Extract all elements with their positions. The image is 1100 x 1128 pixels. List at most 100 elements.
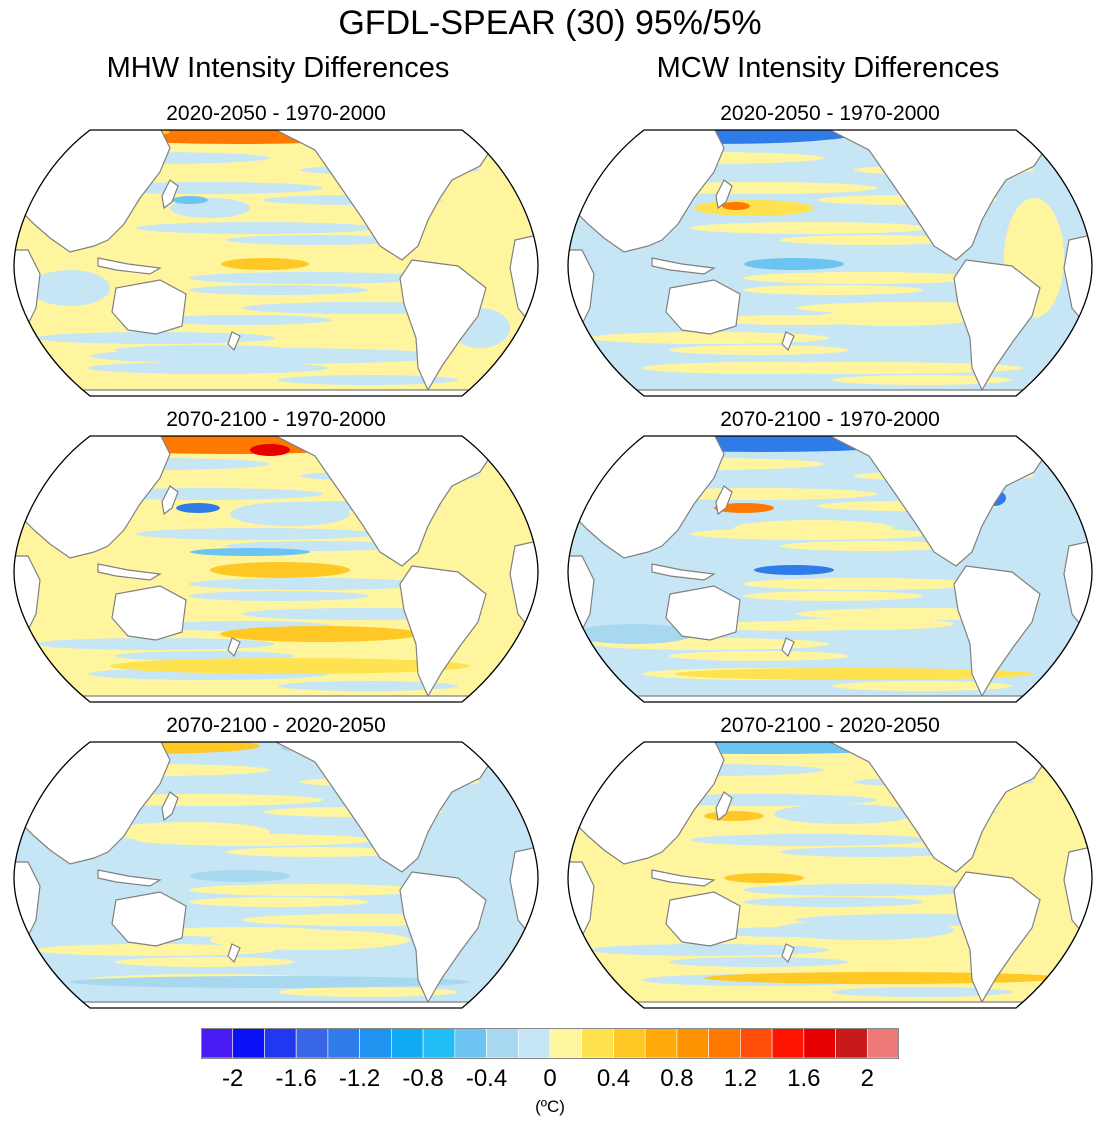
kuroshio-warm xyxy=(722,202,750,210)
australia-land xyxy=(111,891,187,947)
australia-land xyxy=(665,891,741,947)
world-map xyxy=(567,435,1093,703)
zonal-anomaly-band xyxy=(35,638,275,650)
zonal-anomaly-band xyxy=(780,235,960,245)
colorbar xyxy=(201,1028,899,1059)
colorbar-tick-label: -0.8 xyxy=(402,1065,444,1092)
antarctica-land xyxy=(14,1001,538,1008)
zonal-anomaly-band xyxy=(743,591,923,601)
world-map xyxy=(13,741,539,1009)
world-map xyxy=(13,435,539,703)
zonal-anomaly-band xyxy=(189,897,369,907)
tropical-pacific-warm xyxy=(724,873,804,883)
colorbar-swatch xyxy=(486,1028,519,1059)
colorbar-swatch xyxy=(295,1028,329,1059)
zonal-anomaly-band xyxy=(278,375,458,385)
indonesia-land xyxy=(651,257,716,275)
colorbar-swatch xyxy=(517,1028,551,1059)
southern-ocean-warm xyxy=(704,362,1024,374)
new-zealand-land xyxy=(227,943,241,964)
colorbar-swatch xyxy=(803,1028,836,1059)
map-panel-mhw-2070-2100-vs-2020-2050: 2070-2100 - 2020-2050 xyxy=(10,714,542,1009)
map-outline xyxy=(567,129,1093,397)
south-america-land xyxy=(399,565,487,698)
colorbar-swatch xyxy=(644,1028,678,1059)
antarctica-land xyxy=(14,389,538,396)
colorbar-swatch xyxy=(422,1028,456,1059)
world-map xyxy=(13,129,539,397)
panel-title: 2070-2100 - 2020-2050 xyxy=(166,714,386,737)
map-outline xyxy=(13,129,539,397)
southern-ocean-warm xyxy=(110,658,470,674)
north-pacific-warm xyxy=(694,200,814,216)
zonal-anomaly-band xyxy=(832,987,1012,997)
colorbar-swatch xyxy=(708,1028,741,1059)
tropical-pacific-cold xyxy=(744,258,844,270)
world-map xyxy=(567,741,1093,1009)
zonal-anomaly-band xyxy=(278,681,458,691)
map-panel-mcw-2070-2100: 2070-2100 - 1970-2000 xyxy=(564,408,1096,703)
south-america-land xyxy=(953,259,1041,392)
colorbar-frame xyxy=(201,1028,899,1059)
indonesia-land xyxy=(651,869,716,887)
australia-land xyxy=(665,585,741,641)
zonal-anomaly-band xyxy=(832,681,1012,691)
colorbar-swatch xyxy=(549,1028,583,1059)
zonal-anomaly-band xyxy=(35,332,275,344)
panel-title: 2070-2100 - 1970-2000 xyxy=(720,408,940,431)
zonal-anomaly-band xyxy=(589,944,829,956)
new-zealand-land xyxy=(227,637,241,658)
zonal-anomaly-band xyxy=(832,375,1012,385)
map-panel-mcw-2070-2100-vs-2020-2050: 2070-2100 - 2020-2050 xyxy=(564,714,1096,1009)
colorbar-tick-label: -0.4 xyxy=(465,1065,508,1092)
colorbar-tick-label: -1.6 xyxy=(275,1065,317,1092)
indonesia-land xyxy=(97,257,162,275)
antarctica-land xyxy=(14,695,538,702)
japan-land xyxy=(161,791,179,822)
zonal-anomaly-band xyxy=(743,884,983,896)
antarctica-land xyxy=(568,1001,1092,1008)
japan-land xyxy=(161,179,179,210)
colorbar-tick-label: 1.6 xyxy=(787,1065,821,1092)
south-pacific-warm xyxy=(220,626,420,642)
colorbar-swatch xyxy=(454,1028,487,1059)
zonal-anomaly-band xyxy=(35,944,275,956)
colorbar-tick-label: 1.2 xyxy=(723,1065,758,1092)
map-panel-mhw-2070-2100: 2070-2100 - 1970-2000 xyxy=(10,408,542,703)
panel-title: 2070-2100 - 1970-2000 xyxy=(166,408,386,431)
column-title-mhw: MHW Intensity Differences xyxy=(106,52,450,84)
zonal-anomaly-band xyxy=(226,847,406,857)
north-pacific-warm xyxy=(734,520,894,536)
tropical-pacific-warm xyxy=(221,258,309,270)
column-title-mcw: MCW Intensity Differences xyxy=(656,52,1000,84)
indian-ocean-cool xyxy=(30,270,110,306)
kuroshio-warm xyxy=(714,503,774,513)
map-outline xyxy=(567,435,1093,703)
zonal-anomaly-band xyxy=(743,272,983,284)
zonal-anomaly-band xyxy=(278,987,458,997)
antarctica-land xyxy=(568,389,1092,396)
tropical-pacific-warm xyxy=(210,562,350,578)
south-america-land xyxy=(399,871,487,1004)
japan-land xyxy=(715,485,733,516)
new-zealand-land xyxy=(227,331,241,352)
kuroshio-warm xyxy=(704,811,764,821)
map-outline xyxy=(13,741,539,1009)
map-panel-mcw-2020-2050: 2020-2050 - 1970-2000 xyxy=(564,102,1096,397)
southern-ocean-cool xyxy=(90,348,450,364)
panel-title: 2070-2100 - 2020-2050 xyxy=(720,714,940,737)
australia-land xyxy=(111,585,187,641)
colorbar-swatch xyxy=(771,1028,805,1059)
indonesia-land xyxy=(97,563,162,581)
zonal-anomaly-band xyxy=(189,285,369,295)
southern-ocean-warm xyxy=(704,972,1064,984)
zonal-anomaly-band xyxy=(690,222,930,234)
map-outline xyxy=(567,741,1093,1009)
zonal-anomaly-band xyxy=(226,235,406,245)
zonal-anomaly-band xyxy=(136,222,376,234)
colorbar-swatch xyxy=(581,1028,614,1059)
new-zealand-land xyxy=(781,943,795,964)
tropical-pacific-cool xyxy=(190,870,290,882)
colorbar-tick-label: 2 xyxy=(860,1065,874,1092)
zonal-anomaly-band xyxy=(780,541,960,551)
